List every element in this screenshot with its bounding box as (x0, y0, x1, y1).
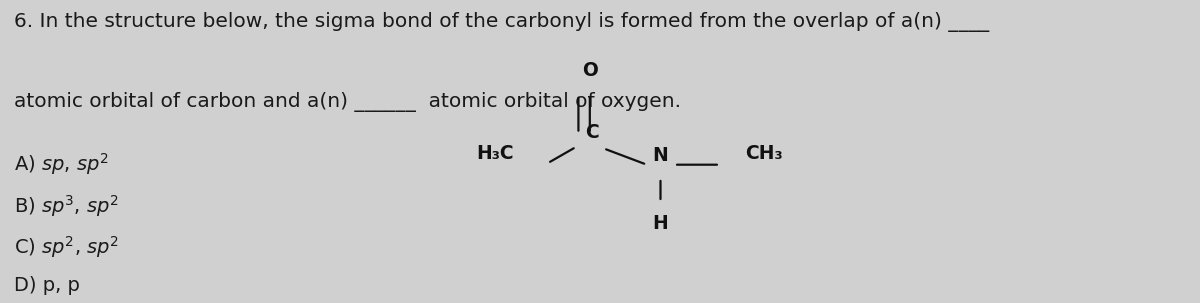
Text: A) $\mathit{sp}$, $\mathit{sp}^{2}$: A) $\mathit{sp}$, $\mathit{sp}^{2}$ (14, 151, 109, 177)
Text: O: O (582, 61, 598, 80)
Text: D) p, p: D) p, p (14, 276, 80, 295)
Text: atomic orbital of carbon and a(n) ______  atomic orbital of oxygen.: atomic orbital of carbon and a(n) ______… (14, 92, 682, 112)
Text: B) $\mathit{sp}^{3}$, $\mathit{sp}^{2}$: B) $\mathit{sp}^{3}$, $\mathit{sp}^{2}$ (14, 193, 119, 219)
Text: C: C (586, 123, 599, 142)
Text: C) $\mathit{sp}^{2}$, $\mathit{sp}^{2}$: C) $\mathit{sp}^{2}$, $\mathit{sp}^{2}$ (14, 235, 119, 260)
Text: N: N (653, 146, 668, 165)
Text: 6. In the structure below, the sigma bond of the carbonyl is formed from the ove: 6. In the structure below, the sigma bon… (14, 12, 990, 32)
Text: H: H (653, 214, 668, 233)
Text: H₃C: H₃C (476, 144, 514, 163)
Text: CH₃: CH₃ (745, 144, 782, 163)
